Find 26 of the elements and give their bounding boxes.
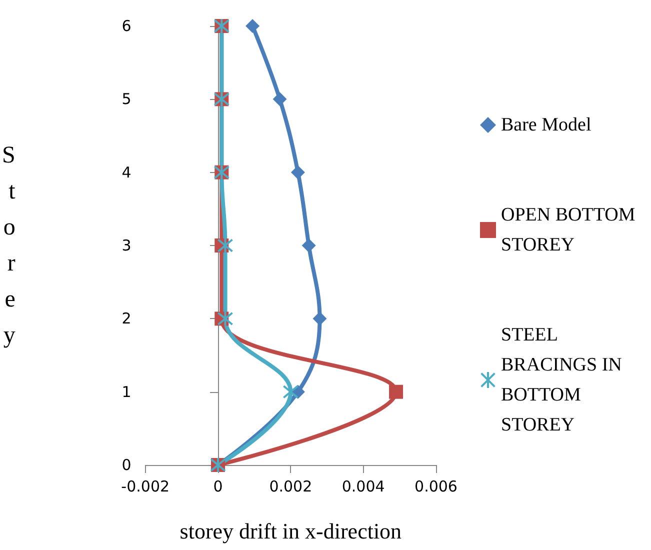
- y-tick-label: 1: [122, 382, 132, 401]
- x-tick-label: 0.004: [342, 478, 385, 496]
- x-tick-label: -0.002: [121, 478, 170, 496]
- x-tick-label: 0: [213, 478, 223, 496]
- legend-label: OPEN BOTTOM STOREY: [501, 204, 640, 256]
- legend-label: STEEL BRACINGS IN BOTTOM STOREY: [501, 324, 627, 436]
- y-axis-title: Storey: [2, 142, 16, 348]
- x-tick-label: 0.006: [414, 478, 458, 496]
- x-axis-title: storey drift in x-direction: [180, 518, 402, 544]
- y-tick-label: 5: [122, 90, 132, 108]
- y-tick-label: 0: [122, 456, 132, 474]
- point: [302, 238, 316, 252]
- point: [217, 310, 234, 327]
- y-tick-label: 6: [122, 17, 132, 35]
- point: [282, 384, 299, 400]
- point: [389, 384, 404, 399]
- y-tick-label: 2: [122, 310, 132, 328]
- point: [217, 238, 234, 254]
- y-tick-label: 4: [122, 163, 132, 182]
- legend-label: Bare Model: [501, 114, 592, 136]
- y-tick-label: 3: [122, 236, 132, 254]
- point: [246, 19, 260, 33]
- point: [312, 312, 327, 326]
- point: [272, 92, 287, 106]
- point: [290, 165, 305, 180]
- x-tick-label: 0.002: [269, 478, 312, 496]
